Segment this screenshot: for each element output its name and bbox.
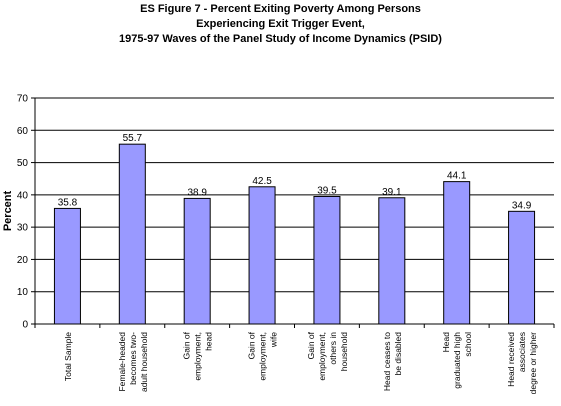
data-label: 35.8	[58, 197, 78, 208]
data-label: 44.1	[447, 171, 467, 182]
x-tick-label-line: Gain of	[247, 331, 257, 359]
chart-title-line-1: ES Figure 7 - Percent Exiting Poverty Am…	[140, 3, 421, 15]
bar	[118, 143, 146, 325]
y-tick-label: 20	[17, 255, 29, 266]
bar	[313, 195, 341, 325]
x-tick-label-line: school	[463, 332, 473, 357]
x-tick-label: Gain of employment, others in household	[306, 331, 349, 380]
bar	[183, 197, 211, 325]
x-tick-label-line: be disabled	[393, 332, 403, 376]
x-tick-label-line: Head ceases to	[382, 332, 392, 391]
x-tick-label-line: Total Sample	[63, 332, 73, 381]
plot-area	[35, 98, 554, 324]
y-tick-label: 30	[17, 223, 29, 234]
data-label: 39.1	[382, 187, 402, 198]
y-tick-label: 70	[17, 94, 29, 105]
x-tick-label-line: Gain of	[306, 331, 316, 359]
x-tick-label-line: household	[339, 332, 349, 372]
x-tick-label-line: Gain of	[182, 331, 192, 359]
data-label: 39.5	[317, 185, 337, 196]
x-tick-label: Head ceases to be disabled	[382, 332, 403, 391]
x-tick-label: Female-headed becomes two-adult household	[117, 332, 149, 392]
x-tick-label-line: employment,	[258, 332, 268, 381]
bar	[248, 186, 276, 325]
x-tick-label-line: becomes two-	[128, 332, 138, 385]
y-axis-label: Percent	[2, 190, 14, 231]
data-label: 55.7	[123, 133, 143, 144]
x-tick-label-line: graduated high	[452, 332, 462, 389]
chart-title-line-3: 1975-97 Waves of the Panel Study of Inco…	[119, 33, 442, 45]
y-tick-label: 10	[17, 287, 29, 298]
x-tick-label: Gain of employment, head	[182, 331, 214, 380]
x-tick-label: Head graduated high school	[441, 332, 473, 389]
x-tick-label: Total Sample	[63, 332, 73, 381]
chart-title-line-2: Experiencing Exit Trigger Event,	[196, 18, 365, 30]
x-tick-label-line: Head received	[506, 332, 516, 387]
y-tick-label: 60	[17, 126, 29, 137]
data-label: 42.5	[252, 176, 272, 187]
x-tick-label-line: degree or higher	[528, 332, 538, 395]
bar	[378, 197, 406, 325]
bar	[443, 181, 471, 325]
x-tick-label-line: Female-headed	[117, 332, 127, 392]
x-tick-label-line: employment,	[317, 332, 327, 381]
y-tick-label: 50	[17, 158, 29, 169]
x-tick-label-line: Head	[441, 332, 451, 353]
x-tick-label-line: associates	[517, 332, 527, 372]
x-tick-label-line: head	[204, 332, 214, 351]
bar	[508, 210, 536, 325]
x-tick-label: Gain of employment, wife	[247, 331, 279, 380]
x-tick-label: Head received associates degree or higher	[506, 332, 538, 395]
y-tick-label: 40	[17, 190, 29, 201]
x-tick-label-line: employment,	[193, 332, 203, 381]
x-tick-label-line: adult household	[139, 332, 149, 392]
data-label: 38.9	[187, 187, 207, 198]
data-label: 34.9	[512, 200, 532, 211]
y-tick-label: 0	[22, 320, 28, 331]
chart-title: ES Figure 7 - Percent Exiting Poverty Am…	[0, 2, 561, 47]
x-tick-label-line: wife	[269, 332, 279, 348]
bar	[53, 207, 81, 325]
x-tick-label-line: others in	[328, 332, 338, 365]
